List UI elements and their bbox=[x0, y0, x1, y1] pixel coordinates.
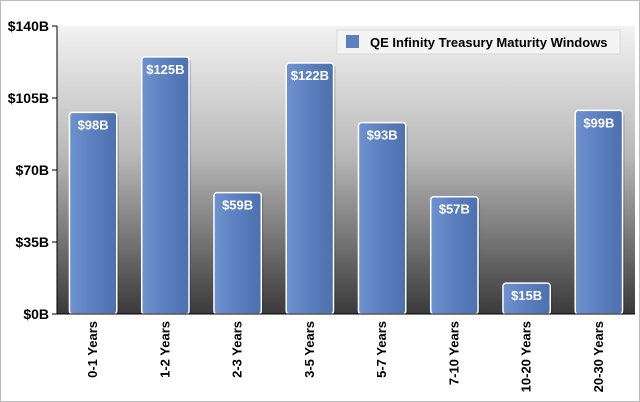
x-tick-label: 2-3 Years bbox=[230, 321, 245, 378]
bar bbox=[357, 121, 407, 315]
data-label: $59B bbox=[222, 198, 253, 213]
y-tick-label: $35B bbox=[16, 234, 49, 250]
bars: $98B $125B $59B $122B $93B $57B $15B $99B bbox=[68, 56, 625, 315]
data-label: $57B bbox=[439, 202, 470, 217]
data-label: $15B bbox=[511, 288, 542, 303]
data-label: $99B bbox=[583, 115, 614, 130]
legend-swatch bbox=[346, 35, 359, 48]
x-tick-label: 3-5 Years bbox=[302, 321, 317, 378]
data-label: $93B bbox=[367, 128, 398, 143]
bar bbox=[140, 56, 190, 315]
y-tick-label: $105B bbox=[8, 90, 49, 106]
x-tick-label: 20-30 Years bbox=[591, 321, 606, 392]
data-label: $122B bbox=[291, 68, 329, 83]
y-tick-label: $0B bbox=[23, 306, 49, 322]
x-tick-label: 5-7 Years bbox=[374, 321, 389, 378]
data-label: $98B bbox=[78, 117, 109, 132]
y-tick-label: $70B bbox=[16, 162, 49, 178]
y-axis: $0B $35B $70B $105B $140B bbox=[8, 18, 58, 322]
bar bbox=[68, 111, 118, 315]
y-tick-label: $140B bbox=[8, 18, 49, 34]
legend-box bbox=[336, 29, 621, 55]
x-axis: 0-1 Years 1-2 Years 2-3 Years 3-5 Years 5-7 … bbox=[57, 313, 635, 392]
x-tick-label: 0-1 Years bbox=[85, 321, 100, 378]
legend-label: QE Infinity Treasury Maturity Windows bbox=[370, 35, 608, 50]
x-tick-label: 10-20 Years bbox=[519, 321, 534, 392]
bar bbox=[574, 109, 624, 315]
bar bbox=[285, 62, 335, 315]
legend: QE Infinity Treasury Maturity Windows bbox=[336, 29, 621, 55]
x-tick-label: 7-10 Years bbox=[446, 321, 461, 385]
data-label: $125B bbox=[146, 62, 184, 77]
x-tick-label: 1-2 Years bbox=[157, 321, 172, 378]
